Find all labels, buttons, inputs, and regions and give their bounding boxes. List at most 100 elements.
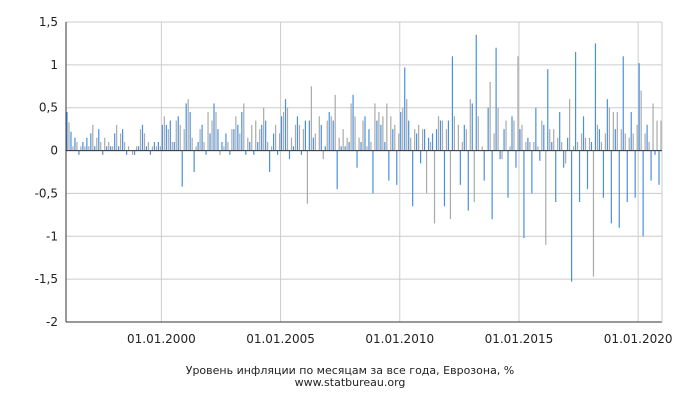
bar [332,120,334,151]
y-tick-label: -0,5 [35,186,58,200]
bar [594,43,597,151]
bar [457,124,459,151]
bar [300,150,303,155]
bar [414,129,416,151]
bar [253,150,255,155]
bar [404,67,406,151]
bar [511,116,513,151]
bar [374,103,376,151]
y-tick-label: 0,5 [39,101,58,115]
bar [286,107,289,151]
bar [171,142,173,151]
bar [648,142,650,151]
bar [598,129,601,151]
bar [308,120,310,151]
bar [481,146,483,151]
bar [310,86,312,151]
bar [92,124,94,151]
bar [217,129,219,151]
bar [547,69,549,151]
bar [493,133,495,151]
bar [127,146,130,151]
bar [433,150,436,224]
bar [429,142,432,151]
bar [151,146,154,151]
bar [626,150,628,202]
bar [211,120,213,151]
bar [120,133,122,151]
bar [527,137,529,151]
bar [525,142,527,151]
bar [489,82,491,151]
bar [235,116,237,151]
bar [580,133,583,151]
bar [191,137,193,151]
bar [219,150,221,155]
bar [471,103,473,151]
bar [642,150,644,237]
bar [90,133,92,151]
bar [209,133,211,151]
bar [396,150,398,185]
bar [505,120,507,151]
bar [312,137,314,151]
bar [563,150,565,168]
bar [541,120,543,151]
y-tick-label: -1,5 [35,272,58,286]
bar [646,124,648,151]
bar [453,116,455,151]
y-tick-label: 1,5 [39,15,58,29]
bar [549,129,551,151]
bar [658,150,660,185]
bar [118,146,120,151]
bar [159,146,161,151]
bar [314,133,316,151]
bar [567,137,569,151]
bar [571,150,573,282]
bar [124,142,126,151]
bar [650,150,652,181]
bar [606,99,608,151]
bar [290,137,293,151]
bar [382,116,384,151]
bar [344,146,346,151]
bar [284,99,287,151]
bar [449,150,452,220]
bar [483,150,485,181]
bar [354,116,356,151]
bar [221,142,223,151]
bar [112,146,114,151]
bar [652,103,654,151]
bar [225,133,227,151]
bar [443,150,446,207]
bar [340,146,342,151]
bar [612,112,614,151]
bar [296,116,299,151]
bar [193,150,195,172]
bar [380,124,382,151]
bar [503,129,505,151]
bar [406,99,408,151]
bar [497,107,499,151]
bar [352,94,354,151]
bar [161,124,163,151]
bar [459,150,461,185]
bar [420,150,422,164]
bar [223,146,225,151]
bar [366,146,368,151]
bar [271,146,273,151]
bar [358,137,360,151]
bar [231,129,233,151]
bar [499,150,501,160]
bar [537,146,539,151]
bar [157,142,159,151]
bar [122,129,124,151]
bar [78,150,80,155]
bar [227,142,229,151]
bar [195,146,197,151]
bar [390,116,392,151]
bar [114,133,116,151]
axes [65,22,663,323]
bar [183,129,185,151]
bar [259,129,261,151]
